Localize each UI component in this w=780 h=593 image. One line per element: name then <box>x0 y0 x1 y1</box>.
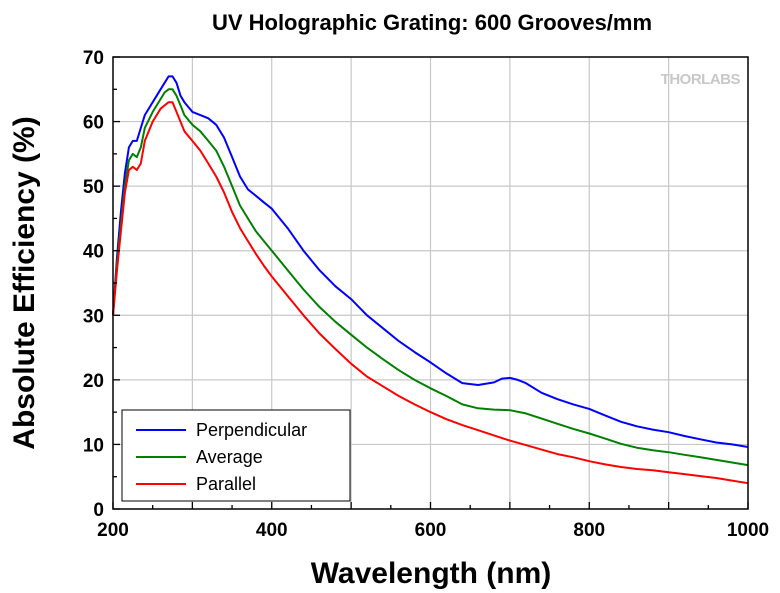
y-tick-label: 0 <box>93 500 104 521</box>
legend: Perpendicular Average Parallel <box>121 409 351 502</box>
legend-label-perpendicular: Perpendicular <box>196 420 307 440</box>
x-tick-label: 800 <box>573 520 605 541</box>
series-line-perpendicular <box>112 75 749 448</box>
x-tick-label: 400 <box>256 520 288 541</box>
y-tick-label: 20 <box>83 371 104 392</box>
x-tick-label: 200 <box>97 520 129 541</box>
chart-title: UV Holographic Grating: 600 Grooves/mm <box>212 10 652 35</box>
axis-ticks: 200 400 600 800 1000 0 10 20 30 40 50 60 70 <box>83 48 769 541</box>
x-tick-label: 1000 <box>727 520 769 541</box>
legend-label-parallel: Parallel <box>196 474 256 494</box>
thorlabs-logo: THORLABS <box>661 71 741 88</box>
y-axis-title: Absolute Efficiency (%) <box>8 116 41 449</box>
y-tick-label: 30 <box>83 306 104 327</box>
series-line-average <box>112 88 749 467</box>
x-tick-label: 600 <box>415 520 447 541</box>
series-lines <box>112 75 749 485</box>
legend-box <box>121 409 351 502</box>
legend-label-average: Average <box>196 447 263 467</box>
y-tick-label: 10 <box>83 435 104 456</box>
y-tick-label: 70 <box>83 48 104 69</box>
y-tick-label: 50 <box>83 177 104 198</box>
series-line-parallel <box>112 101 749 485</box>
x-axis-title: Wavelength (nm) <box>311 557 552 590</box>
y-tick-label: 40 <box>83 242 104 263</box>
y-tick-label: 60 <box>83 113 104 134</box>
